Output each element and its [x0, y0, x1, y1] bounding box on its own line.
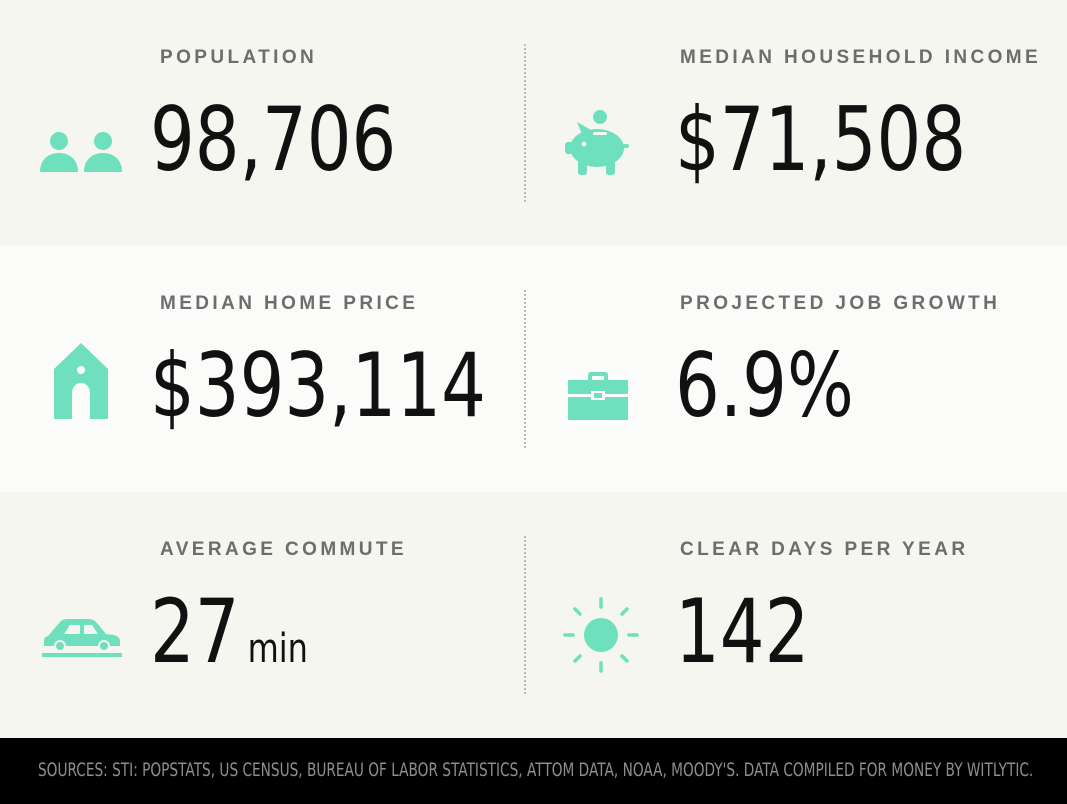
stat-value: 6.9% [675, 334, 854, 437]
stat-median-household-income: MEDIAN HOUSEHOLD INCOME $71,508 [530, 0, 1050, 246]
stat-value: 98,706 [150, 88, 397, 191]
stats-row-1: POPULATION 98,706 MEDIAN HOUSEHOLD INCOM… [0, 0, 1067, 246]
sources-footer: SOURCES: STI: POPSTATS, US CENSUS, BUREA… [0, 738, 1067, 804]
stat-label: POPULATION [160, 47, 318, 68]
sources-text: SOURCES: STI: POPSTATS, US CENSUS, BUREA… [38, 759, 1034, 781]
sun-icon [563, 597, 639, 673]
stat-median-home-price: MEDIAN HOME PRICE $393,114 [0, 246, 520, 492]
divider [524, 290, 526, 448]
stats-row-3: AVERAGE COMMUTE 27 min CLEAR DAYS PER YEA… [0, 492, 1067, 738]
car-icon [42, 614, 122, 658]
stat-value: $393,114 [150, 334, 486, 437]
people-icon [40, 130, 124, 172]
stat-population: POPULATION 98,706 [0, 0, 520, 246]
divider [524, 536, 526, 694]
divider [524, 44, 526, 202]
stat-label: PROJECTED JOB GROWTH [680, 293, 1001, 314]
stat-clear-days-per-year: CLEAR DAYS PER YEAR 142 [530, 492, 1050, 738]
stat-number: 27 [150, 580, 240, 683]
briefcase-icon [568, 372, 628, 420]
stat-label: AVERAGE COMMUTE [160, 539, 407, 560]
stat-value: 27 min [150, 582, 308, 699]
stat-label: MEDIAN HOME PRICE [160, 293, 419, 314]
stats-row-2: MEDIAN HOME PRICE $393,114 PROJECTED JOB… [0, 246, 1067, 492]
stat-label: MEDIAN HOUSEHOLD INCOME [680, 47, 1042, 68]
stat-average-commute: AVERAGE COMMUTE 27 min [0, 492, 520, 738]
piggy-bank-icon [564, 108, 630, 178]
stat-value: 142 [675, 580, 810, 683]
stat-projected-job-growth: PROJECTED JOB GROWTH 6.9% [530, 246, 1050, 492]
stat-label: CLEAR DAYS PER YEAR [680, 539, 969, 560]
house-icon [54, 343, 108, 419]
stat-unit: min [247, 626, 308, 672]
stat-value: $71,508 [675, 88, 967, 191]
